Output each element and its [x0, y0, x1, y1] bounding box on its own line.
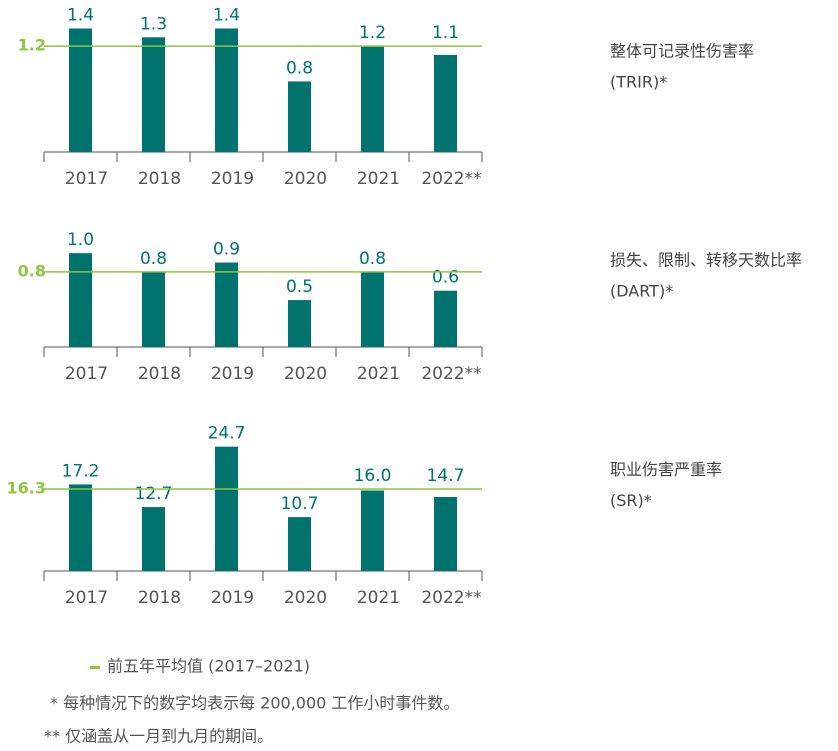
value-label: 16.0	[354, 466, 392, 486]
footnote: * 每种情况下的数字均表示每 200,000 工作小时事件数。	[50, 694, 459, 713]
value-label: 0.8	[286, 58, 313, 78]
bar	[215, 446, 238, 571]
bar	[361, 46, 384, 152]
value-label: 0.8	[359, 249, 386, 269]
x-tick-label: 2021	[357, 364, 400, 384]
chart-title: 整体可记录性伤害率	[610, 42, 754, 61]
value-label: 10.7	[281, 494, 319, 514]
value-label: 1.4	[67, 5, 94, 25]
x-tick-label: 2018	[138, 588, 181, 608]
x-tick-label: 2021	[357, 588, 400, 608]
x-tick-label: 2019	[211, 169, 254, 189]
x-tick-label: 2017	[65, 364, 108, 384]
bar	[434, 54, 457, 152]
value-label: 17.2	[62, 461, 100, 481]
x-tick-label: 2021	[357, 169, 400, 189]
x-tick-label: 2020	[284, 169, 327, 189]
bar	[142, 271, 165, 347]
value-label: 0.9	[213, 240, 240, 260]
value-label: 1.2	[359, 23, 386, 43]
x-tick-label: 2018	[138, 364, 181, 384]
value-label: 0.5	[286, 277, 313, 297]
value-label: 12.7	[135, 484, 173, 504]
value-label: 1.1	[432, 23, 459, 43]
x-tick-label: 2022**	[421, 364, 481, 384]
bar	[361, 490, 384, 571]
bar	[434, 290, 457, 347]
bar	[288, 517, 311, 571]
x-tick-label: 2022**	[421, 169, 481, 189]
bar	[215, 262, 238, 347]
chart-title: 职业伤害严重率	[610, 460, 722, 479]
bar	[69, 484, 92, 571]
x-tick-label: 2019	[211, 364, 254, 384]
x-tick-label: 2017	[65, 169, 108, 189]
value-label: 14.7	[427, 466, 465, 486]
chart-subtitle: (DART)*	[610, 282, 673, 301]
bar	[69, 253, 92, 347]
x-tick-label: 2017	[65, 588, 108, 608]
average-label: 16.3	[7, 478, 46, 497]
value-label: 1.0	[67, 230, 94, 250]
bar	[142, 507, 165, 571]
bar	[434, 497, 457, 571]
legend-label: 前五年平均值 (2017–2021)	[107, 657, 310, 676]
value-label: 0.8	[140, 249, 167, 269]
bar	[142, 37, 165, 153]
chart-subtitle: (SR)*	[610, 491, 652, 510]
x-tick-label: 2018	[138, 169, 181, 189]
bar	[288, 81, 311, 152]
value-label: 24.7	[208, 424, 246, 444]
bar	[288, 300, 311, 347]
x-tick-label: 2019	[211, 588, 254, 608]
average-label: 0.8	[18, 261, 46, 280]
value-label: 1.3	[140, 14, 167, 34]
x-tick-label: 2020	[284, 588, 327, 608]
average-label: 1.2	[18, 36, 46, 55]
chart-title: 损失、限制、转移天数比率	[610, 251, 802, 270]
legend-swatch	[90, 666, 100, 669]
x-tick-label: 2020	[284, 364, 327, 384]
value-label: 0.6	[432, 268, 459, 288]
footnote: ** 仅涵盖从一月到九月的期间。	[44, 727, 273, 746]
x-tick-label: 2022**	[421, 588, 481, 608]
bar	[215, 28, 238, 152]
value-label: 1.4	[213, 5, 240, 25]
bar	[361, 271, 384, 347]
chart-subtitle: (TRIR)*	[610, 73, 667, 92]
bar	[69, 28, 92, 152]
